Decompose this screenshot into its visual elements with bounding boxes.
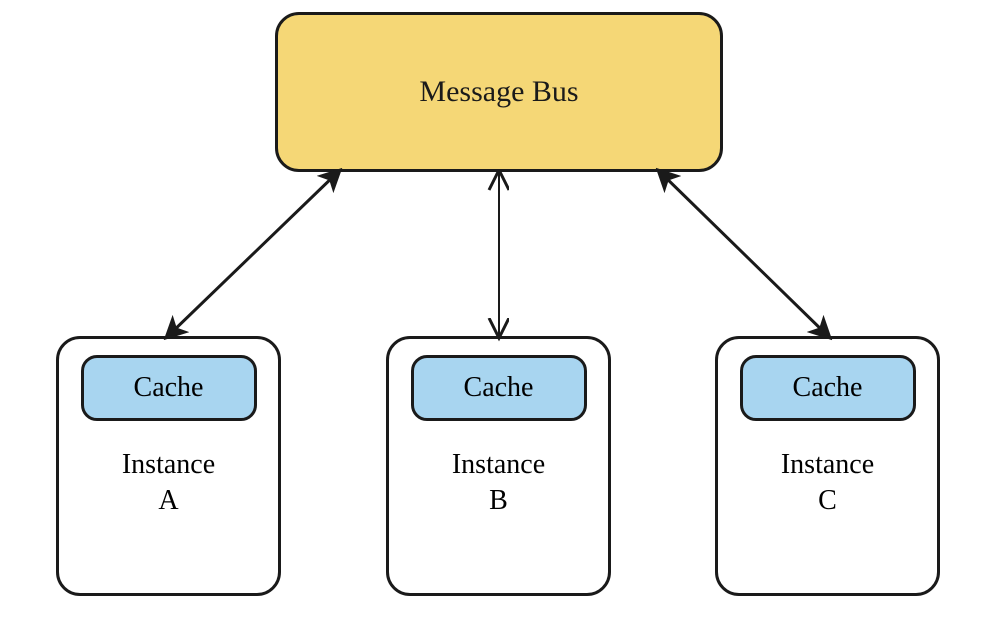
cache-label-b: Cache [464,372,534,404]
connector-arrow [168,172,338,336]
instance-label-b: Instance B [452,447,545,520]
connector-arrow [660,172,828,336]
message-bus-node: Message Bus [275,12,723,172]
instance-label-a: Instance A [122,447,215,520]
cache-box-c: Cache [740,355,916,421]
instance-label-c: Instance C [781,447,874,520]
cache-box-b: Cache [411,355,587,421]
message-bus-label: Message Bus [419,75,578,109]
instance-a-node: Cache Instance A [56,336,281,596]
cache-label-c: Cache [793,372,863,404]
cache-label-a: Cache [134,372,204,404]
instance-b-node: Cache Instance B [386,336,611,596]
instance-c-node: Cache Instance C [715,336,940,596]
cache-box-a: Cache [81,355,257,421]
